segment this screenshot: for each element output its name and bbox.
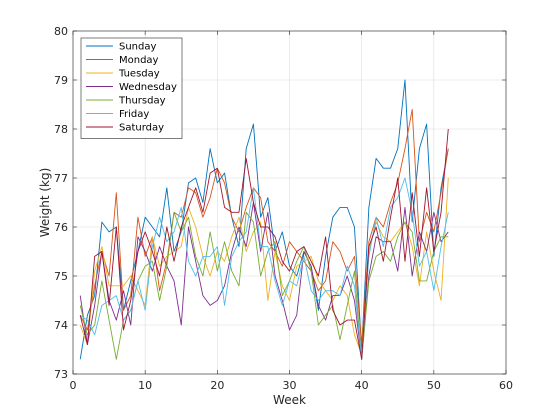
series-line-monday <box>79 108 449 346</box>
axis-ticks: 0 10 20 30 40 50 60 73 74 75 76 77 78 79 80 <box>54 25 513 392</box>
y-tick-label: 80 <box>54 25 68 38</box>
legend-label-friday: Friday <box>119 109 149 120</box>
legend-item-sunday[interactable]: Sunday <box>86 42 156 53</box>
legend-item-tuesday[interactable]: Tuesday <box>86 69 160 80</box>
x-tick-label: 20 <box>210 379 224 392</box>
y-tick-label: 74 <box>54 319 68 332</box>
legend-label-thursday: Thursday <box>118 96 166 107</box>
x-axis-label: Week <box>273 393 306 407</box>
y-tick-label: 75 <box>54 270 68 283</box>
legend-item-monday[interactable]: Monday <box>86 55 159 66</box>
series-line-thursday <box>79 211 449 360</box>
legend-box <box>80 37 183 139</box>
x-tick-label: 0 <box>70 379 77 392</box>
series-line-saturday <box>79 128 449 360</box>
legend-item-wednesday[interactable]: Wednesday <box>86 82 177 93</box>
y-tick-label: 78 <box>54 123 68 136</box>
x-tick-label: 60 <box>499 379 513 392</box>
legend-item-friday[interactable]: Friday <box>86 109 149 120</box>
legend-item-saturday[interactable]: Saturday <box>86 123 164 134</box>
legend-label-monday: Monday <box>119 55 159 66</box>
x-tick-label: 50 <box>427 379 441 392</box>
series-lines <box>79 79 449 360</box>
y-tick-label: 76 <box>54 221 68 234</box>
x-tick-label: 30 <box>283 379 297 392</box>
series-line-friday <box>79 177 449 360</box>
y-axis-label: Weight (kg) <box>38 168 52 238</box>
legend-item-thursday[interactable]: Thursday <box>86 96 166 107</box>
y-tick-label: 79 <box>54 74 68 87</box>
legend-label-wednesday: Wednesday <box>119 82 177 93</box>
x-tick-label: 10 <box>138 379 152 392</box>
legend-label-sunday: Sunday <box>119 42 156 53</box>
x-tick-label: 40 <box>355 379 369 392</box>
legend[interactable]: Sunday Monday Tuesday Wednesday Thursday Frid… <box>80 37 183 139</box>
y-tick-label: 77 <box>54 172 68 185</box>
legend-label-saturday: Saturday <box>119 123 164 134</box>
y-tick-label: 73 <box>54 368 68 381</box>
legend-label-tuesday: Tuesday <box>118 69 160 80</box>
